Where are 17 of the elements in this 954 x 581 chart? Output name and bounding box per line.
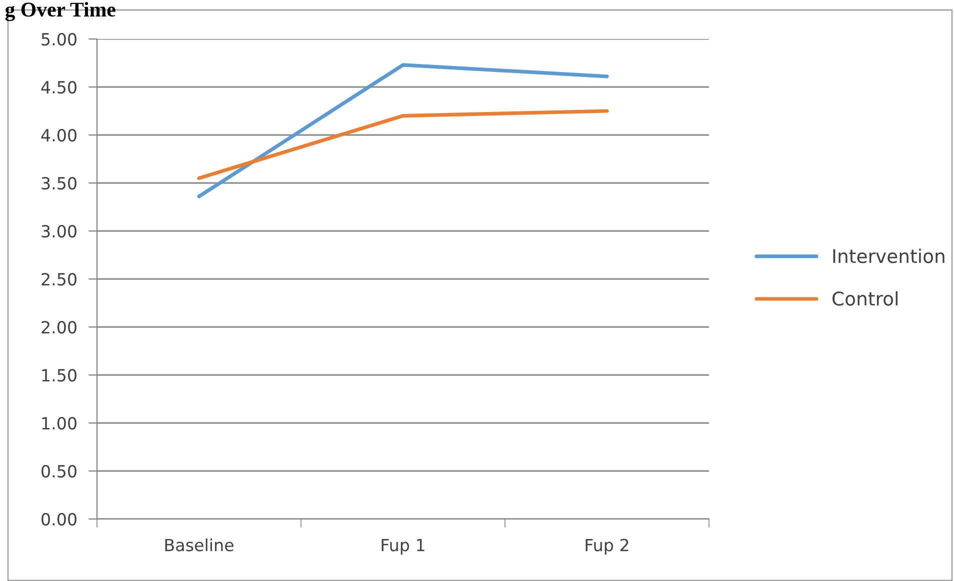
y-tick-label: 5.00 (42, 32, 76, 46)
y-tick-label: 1.00 (42, 416, 76, 430)
y-tick-label: 4.50 (41, 80, 76, 94)
y-tick-label: 0.00 (42, 512, 76, 526)
x-tick-label: Baseline (165, 538, 234, 552)
y-tick-label: 3.00 (42, 224, 76, 238)
y-tick-label: 3.50 (42, 176, 76, 190)
y-tick-label: 1.50 (42, 368, 76, 382)
chart-title: g Over Time (5, 2, 116, 22)
y-tick-label: 0.50 (42, 464, 76, 478)
y-tick-label: 2.00 (42, 320, 76, 334)
y-tick-label: 4.00 (41, 128, 76, 142)
x-tick-label: Fup 1 (382, 538, 424, 555)
y-tick-label: 2.50 (42, 272, 76, 286)
legend-label: Control (832, 291, 898, 306)
legend-label: Intervention (833, 248, 944, 264)
x-tick-label: Fup 2 (586, 538, 628, 555)
